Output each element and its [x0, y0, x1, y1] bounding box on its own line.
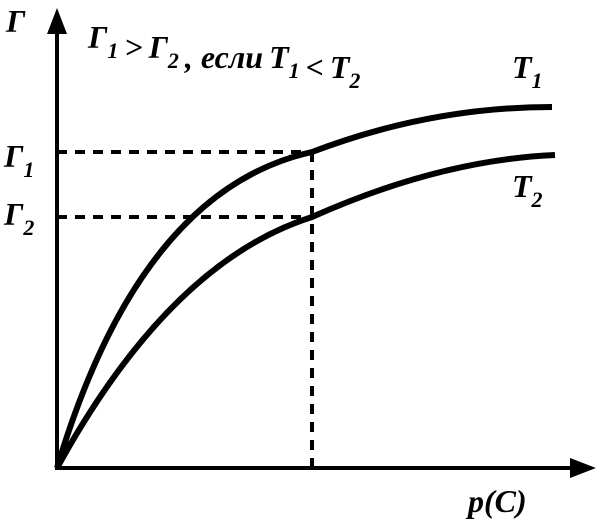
curve-label: T1 — [512, 49, 543, 93]
subscript: 2 — [348, 68, 360, 93]
level-label: Γ2 — [3, 196, 34, 240]
level-label: Γ1 — [3, 138, 34, 182]
curve-t2 — [54, 152, 556, 470]
condition: Γ1 > Γ2, если T1 < T2 — [87, 19, 360, 93]
symbol: Γ — [148, 29, 169, 65]
subscript: 1 — [532, 68, 543, 93]
subscript: 1 — [107, 38, 118, 63]
curve-label: T2 — [512, 168, 543, 212]
x-arrow — [570, 458, 596, 478]
symbol: T — [512, 49, 533, 85]
symbol: Γ — [87, 19, 108, 55]
y-axis-label: Γ — [5, 3, 26, 39]
x-axis-label: p(C) — [465, 483, 527, 519]
y-arrow — [47, 8, 67, 34]
condition-text: > — [124, 29, 142, 65]
condition-text: < — [306, 49, 324, 85]
subscript: 2 — [22, 215, 34, 240]
subscript: 1 — [289, 58, 300, 83]
symbol: Γ — [3, 138, 24, 174]
subscript: 2 — [167, 48, 179, 73]
subscript: 2 — [531, 187, 543, 212]
symbol: T — [269, 39, 290, 75]
subscript: 1 — [23, 157, 34, 182]
symbol: T — [330, 49, 351, 85]
symbol: T — [512, 168, 533, 204]
curve-t1 — [54, 104, 553, 469]
symbol: Γ — [3, 196, 24, 232]
condition-text: , если — [184, 39, 263, 75]
